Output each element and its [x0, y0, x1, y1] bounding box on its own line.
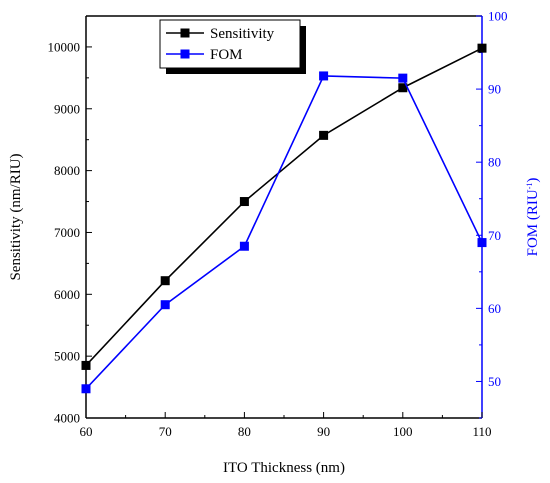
- x-tick-label: 100: [393, 424, 413, 439]
- right-tick-label: 60: [488, 301, 501, 316]
- x-axis-title: ITO Thickness (nm): [223, 460, 345, 476]
- legend-box: [159, 19, 301, 69]
- series-line-fom: [85, 75, 483, 390]
- right-tick-label: 80: [488, 155, 501, 170]
- data-point-fom: [477, 238, 487, 248]
- left-tick-label: 9000: [54, 101, 80, 116]
- x-tick-label: 110: [472, 424, 491, 439]
- data-point-fom: [160, 300, 170, 310]
- left-axis-title: Sensitivity (nm/RIU): [8, 153, 24, 280]
- data-point-sensitivity: [160, 276, 170, 286]
- plot-frame: [85, 15, 483, 419]
- right-axis-title-close: ): [525, 178, 541, 183]
- x-tick-label: 90: [317, 424, 330, 439]
- series-layer: [81, 43, 487, 394]
- legend: Sensitivity FOM: [159, 19, 306, 74]
- data-point-fom: [319, 71, 329, 81]
- data-point-sensitivity: [81, 360, 91, 370]
- data-point-sensitivity: [239, 197, 249, 207]
- right-axis: 50 60 70 80 90 100: [476, 9, 508, 419]
- left-tick-label: 5000: [54, 349, 80, 364]
- legend-label-fom: FOM: [210, 47, 243, 63]
- left-tick-label: 10000: [48, 39, 81, 54]
- x-tick-label: 80: [238, 424, 251, 439]
- series-line-sensitivity: [85, 47, 483, 366]
- legend-marker-sensitivity: [180, 28, 190, 38]
- right-tick-label: 100: [488, 9, 508, 24]
- x-axis: 60 70 80 90 100 110: [80, 412, 492, 439]
- legend-label-sensitivity: Sensitivity: [210, 26, 275, 42]
- left-axis: 4000 5000 6000 7000 8000 9000 10000: [48, 15, 92, 426]
- legend-items: Sensitivity FOM: [166, 26, 275, 63]
- data-point-sensitivity: [319, 130, 329, 140]
- data-point-sensitivity: [477, 43, 487, 53]
- data-point-fom: [81, 384, 91, 394]
- data-point-fom: [398, 73, 408, 83]
- legend-marker-fom: [180, 49, 190, 59]
- data-point-fom: [239, 241, 249, 251]
- left-tick-label: 6000: [54, 287, 80, 302]
- right-tick-label: 70: [488, 228, 501, 243]
- data-point-sensitivity: [398, 83, 408, 93]
- left-tick-label: 4000: [54, 411, 80, 426]
- left-tick-label: 7000: [54, 225, 80, 240]
- right-axis-title-main: FOM (RIU: [525, 189, 541, 256]
- right-tick-label: 50: [488, 374, 501, 389]
- left-tick-label: 8000: [54, 163, 80, 178]
- x-tick-label: 70: [159, 424, 172, 439]
- right-axis-title-sup: -1: [525, 183, 534, 190]
- right-tick-label: 90: [488, 82, 501, 97]
- right-axis-title: FOM (RIU-1): [525, 178, 541, 257]
- x-tick-label: 60: [80, 424, 93, 439]
